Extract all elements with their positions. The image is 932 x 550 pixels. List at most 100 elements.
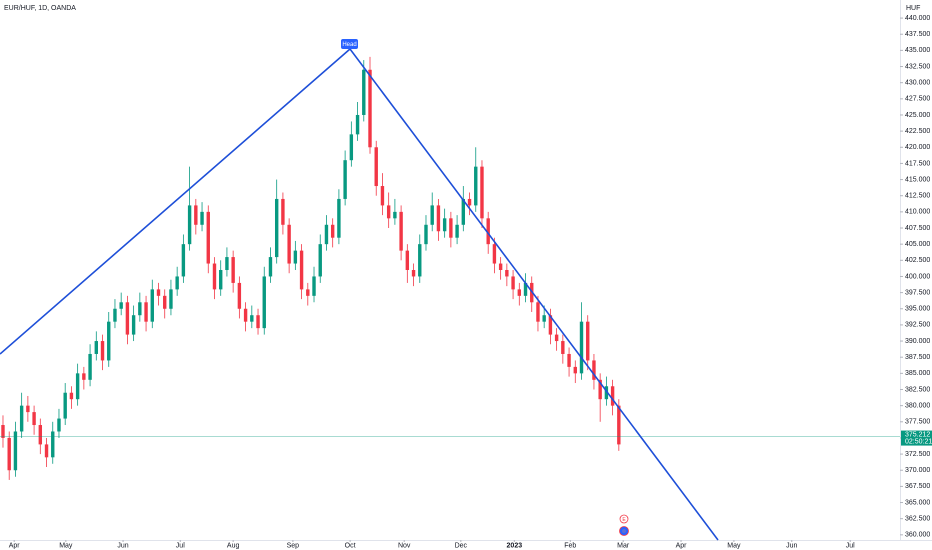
candle-body (436, 205, 441, 232)
event-icon[interactable] (619, 514, 629, 524)
candle-body (100, 341, 105, 361)
candle-body (131, 315, 136, 335)
candle-body (256, 315, 260, 329)
x-tick-label: 2023 (507, 542, 523, 549)
candle-body (13, 431, 18, 471)
candle-body (486, 218, 490, 245)
event-icon-dot (622, 529, 626, 533)
annotation: Head (342, 42, 356, 48)
candle-body (7, 437, 11, 471)
candle-body (26, 405, 30, 413)
x-tick-label: Mar (617, 542, 630, 549)
y-tick-label: 410.000 (905, 209, 930, 216)
candle-body (554, 334, 559, 342)
candle-body (187, 205, 192, 245)
y-tick-label: 407.500 (905, 225, 930, 232)
y-tick-label: 420.000 (905, 144, 930, 151)
x-tick-label: Jul (176, 542, 185, 549)
y-tick-label: 387.500 (905, 354, 930, 361)
price-tag (901, 430, 932, 446)
candle-body (306, 289, 310, 296)
y-tick-label: 402.500 (905, 257, 930, 264)
candle-body (107, 321, 111, 361)
candle-body (380, 186, 385, 206)
pattern-line (0, 48, 351, 355)
x-tick-label: Jun (117, 542, 128, 549)
candle-body (181, 244, 186, 277)
y-tick-label: 395.000 (905, 306, 930, 313)
candle-body (324, 224, 329, 245)
candle-body (63, 392, 67, 419)
y-tick-label: 427.500 (905, 96, 930, 103)
candle-body (125, 302, 130, 335)
candle-body (82, 373, 86, 380)
candle-body (144, 302, 148, 322)
symbol-title: EUR/HUF, 1D, OANDA (4, 5, 76, 12)
candle-body (374, 147, 378, 187)
candle-body (194, 205, 198, 225)
candle-body (94, 341, 98, 354)
y-tick-label: 412.500 (905, 193, 930, 200)
candle-body (405, 250, 410, 270)
y-tick-label: 437.500 (905, 31, 930, 38)
candle-body (467, 198, 472, 206)
y-tick-label: 392.500 (905, 322, 930, 329)
candle-body (312, 276, 316, 296)
candle-body (548, 315, 553, 335)
candle-body (542, 315, 546, 322)
y-tick-label: 390.000 (905, 338, 930, 345)
y-tick-label: 417.500 (905, 160, 930, 167)
candle-body (536, 302, 540, 322)
candle-body (567, 353, 571, 367)
candle-body (523, 282, 528, 296)
y-tick-label: 380.000 (905, 402, 930, 409)
candle-body (231, 257, 235, 283)
x-tick-label: Sep (287, 542, 300, 549)
y-tick-label: 435.000 (905, 47, 930, 54)
y-tick-label: 422.500 (905, 128, 930, 135)
candle-body (598, 379, 602, 400)
x-tick-label: May (727, 542, 741, 549)
x-tick-label: Apr (676, 542, 688, 549)
candle-body (200, 211, 204, 225)
candle-body (449, 218, 453, 238)
candle-body (511, 276, 515, 290)
candle-body (119, 302, 123, 309)
candle-body (250, 315, 254, 322)
candle-body (561, 341, 565, 354)
annotation-box (341, 39, 358, 49)
x-tick-label: Oct (345, 542, 356, 549)
unit-label: HUF (906, 5, 920, 12)
candle-body (243, 308, 248, 322)
candle-body (318, 244, 322, 277)
candle-body (455, 224, 459, 238)
candle-body (411, 270, 416, 277)
candle-body (69, 392, 74, 400)
candle-body (237, 282, 242, 309)
countdown-label: 02:50:21 (905, 438, 932, 445)
candle-body (442, 218, 447, 232)
candle-body (299, 250, 304, 290)
candle-body (274, 198, 279, 258)
y-tick-label: 377.500 (905, 419, 930, 426)
x-tick-label: Aug (227, 542, 240, 549)
x-tick-label: Jun (786, 542, 797, 549)
candle-body (430, 205, 434, 225)
candle-body (51, 431, 55, 458)
candle-body (604, 386, 609, 400)
y-tick-label: 372.500 (905, 451, 930, 458)
candle-body (424, 224, 428, 245)
candle-body (586, 321, 590, 361)
candle-body (287, 224, 291, 264)
y-tick-label: 432.500 (905, 63, 930, 70)
y-tick-label: 400.000 (905, 273, 930, 280)
y-tick-label: 415.000 (905, 176, 930, 183)
candle-body (225, 257, 229, 270)
candle-body (19, 405, 24, 432)
candle-body (32, 412, 36, 426)
candle-body (330, 224, 335, 238)
candle-body (579, 321, 584, 374)
candle-body (57, 418, 61, 432)
x-tick-label: Jul (846, 542, 855, 549)
